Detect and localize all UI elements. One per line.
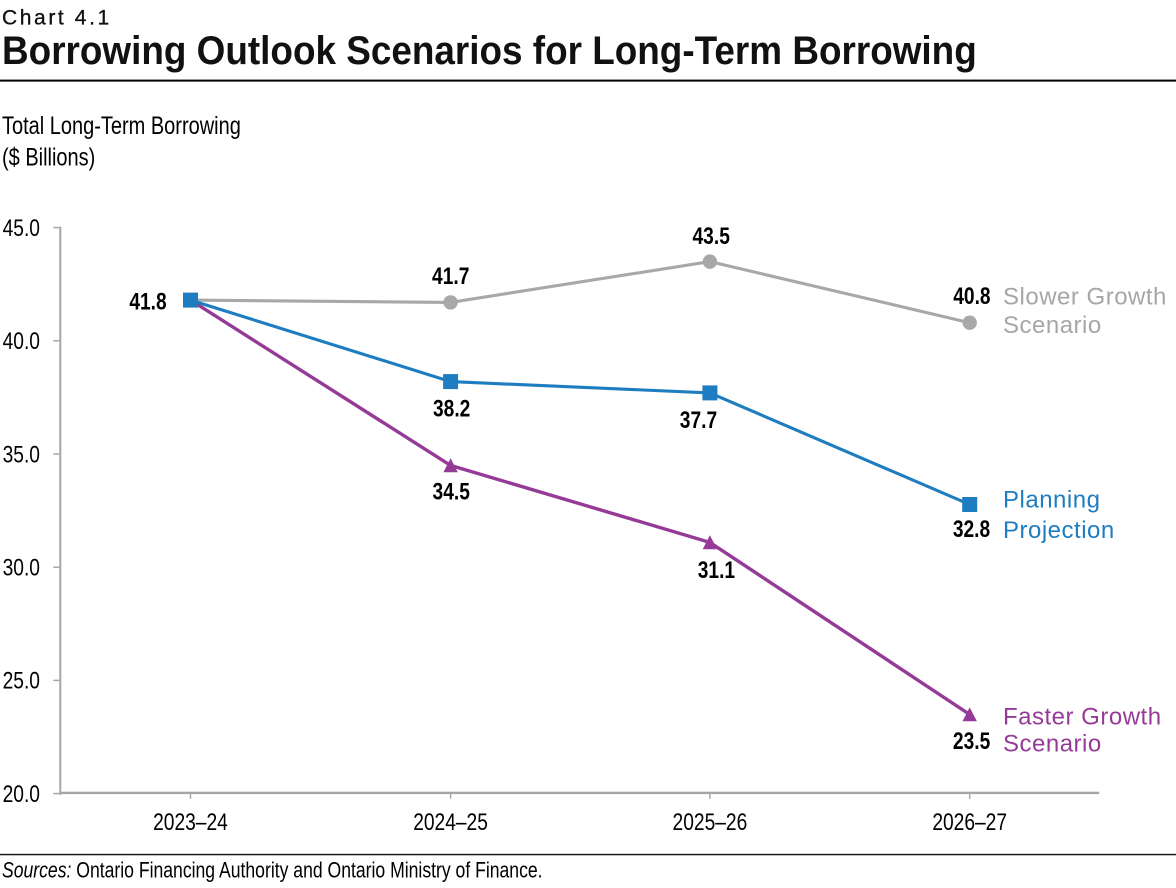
svg-text:Projection: Projection <box>1003 517 1115 544</box>
svg-text:45.0: 45.0 <box>3 214 40 242</box>
svg-text:Chart 4.1: Chart 4.1 <box>2 7 112 30</box>
svg-text:35.0: 35.0 <box>3 440 40 468</box>
svg-text:40.0: 40.0 <box>3 327 40 355</box>
svg-text:2023–24: 2023–24 <box>153 808 228 836</box>
svg-text:41.7: 41.7 <box>432 262 469 290</box>
svg-text:25.0: 25.0 <box>3 667 40 695</box>
svg-text:38.2: 38.2 <box>433 394 470 422</box>
svg-text:Faster Growth: Faster Growth <box>1003 704 1162 731</box>
svg-text:Sources: Ontario Financing Aut: Sources: Ontario Financing Authority and… <box>2 859 543 883</box>
svg-text:31.1: 31.1 <box>698 556 735 584</box>
svg-text:23.5: 23.5 <box>953 727 990 755</box>
svg-text:37.7: 37.7 <box>680 406 717 434</box>
svg-text:41.8: 41.8 <box>129 287 166 315</box>
svg-text:30.0: 30.0 <box>3 553 40 581</box>
svg-text:20.0: 20.0 <box>3 780 40 808</box>
svg-text:2025–26: 2025–26 <box>673 808 748 836</box>
svg-text:32.8: 32.8 <box>953 515 990 543</box>
svg-text:Borrowing Outlook Scenarios fo: Borrowing Outlook Scenarios for Long-Ter… <box>2 29 977 74</box>
svg-text:43.5: 43.5 <box>693 222 730 250</box>
svg-text:2024–25: 2024–25 <box>413 808 488 836</box>
svg-text:Scenario: Scenario <box>1003 730 1102 757</box>
svg-text:Slower Growth: Slower Growth <box>1003 283 1167 310</box>
svg-text:40.8: 40.8 <box>953 282 990 310</box>
svg-text:Total Long-Term Borrowing: Total Long-Term Borrowing <box>2 112 241 140</box>
svg-text:Scenario: Scenario <box>1003 312 1102 339</box>
svg-text:34.5: 34.5 <box>433 478 470 506</box>
svg-text:2026–27: 2026–27 <box>932 808 1007 836</box>
svg-text:Planning: Planning <box>1003 487 1100 514</box>
svg-text:($ Billions): ($ Billions) <box>2 144 95 172</box>
